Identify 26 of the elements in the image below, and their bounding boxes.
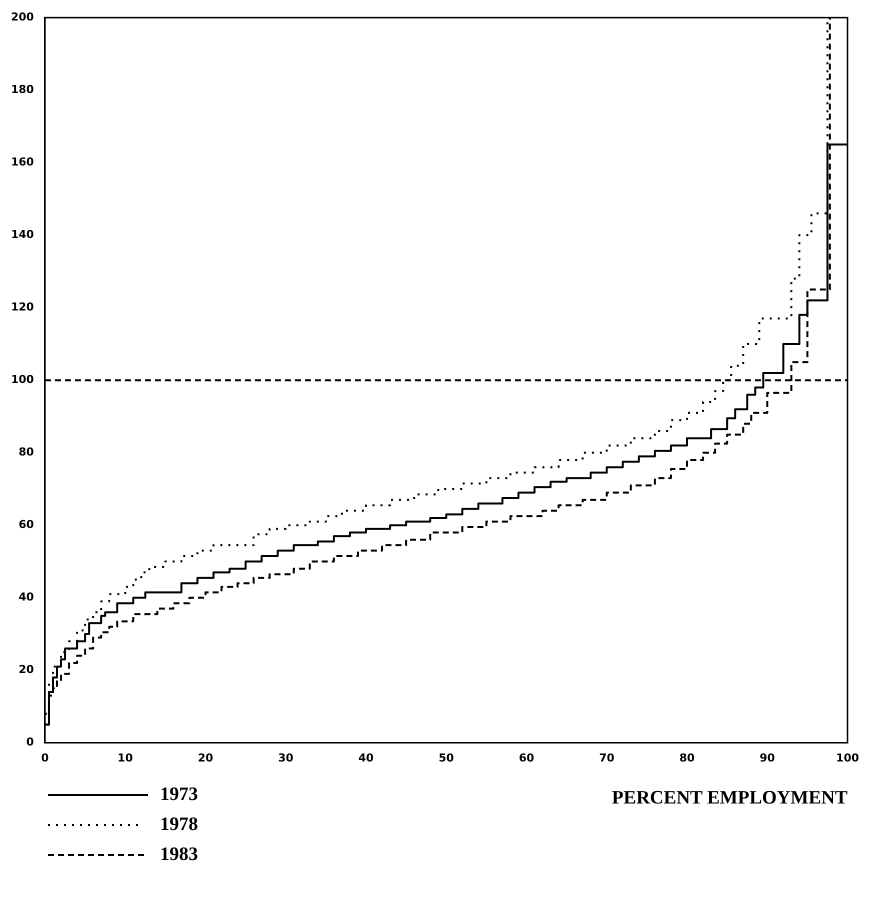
y-tick-label: 100 [10,373,34,386]
legend-label: 1983 [160,844,198,866]
x-tick-label: 70 [599,751,615,764]
x-tick-label: 100 [836,751,860,764]
x-tick-label: 30 [278,751,294,764]
x-tick-label: 50 [438,751,454,764]
y-tick-label: 60 [18,518,34,532]
y-tick-label: 20 [18,663,34,676]
y-tick-label: 80 [18,446,34,459]
x-axis-title: PERCENT EMPLOYMENT [612,788,848,809]
y-tick-label: 0 [26,736,34,749]
x-tick-label: 80 [679,751,696,764]
x-tick-label: 10 [118,751,134,764]
x-tick-label: 40 [358,751,374,764]
y-tick-label: 140 [10,228,34,242]
y-tick-label: 40 [18,590,34,604]
y-tick-label: 180 [10,82,34,96]
y-tick-label: 120 [10,300,34,314]
legend-label: 1973 [160,784,198,806]
x-tick-label: 60 [518,751,534,764]
legend-label: 1978 [160,814,198,836]
x-tick-label: 90 [760,751,776,764]
y-tick-label: 160 [10,156,34,168]
x-tick-label: 20 [198,751,214,764]
y-tick-label: 200 [10,10,34,24]
x-tick-label: 0 [41,751,50,764]
